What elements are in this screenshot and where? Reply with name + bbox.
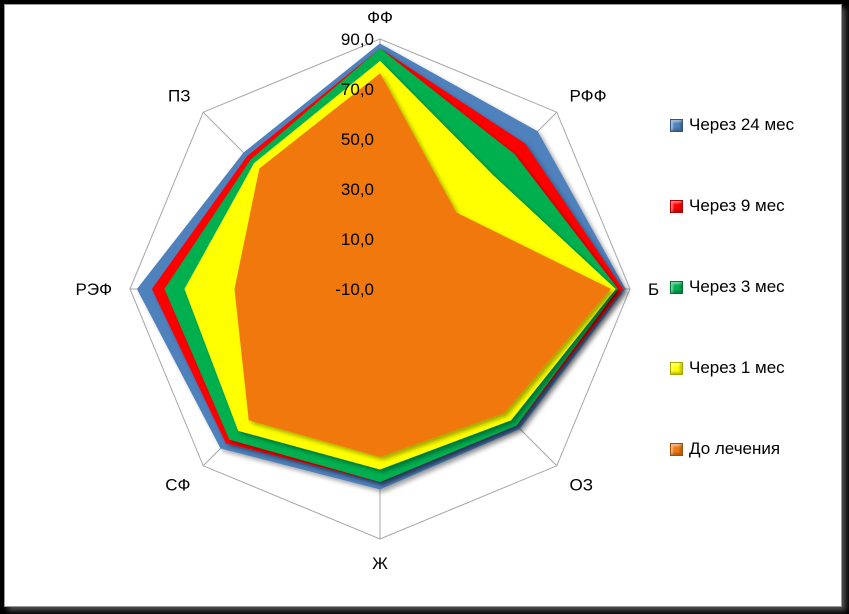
series-area-До-лечения: [234, 73, 611, 458]
legend-swatch: [670, 118, 683, 132]
axis-label: СФ: [165, 476, 190, 495]
axis-label: Б: [648, 280, 659, 299]
tick-label: 30,0: [341, 180, 374, 199]
axis-label: ФФ: [367, 8, 393, 27]
legend-label: Через 1 мес: [689, 358, 785, 377]
tick-label: 10,0: [341, 230, 374, 249]
chart-frame: 90,0 70,0 50,0 30,0 10,0 -10,0 ФФ РФФ Б ОЗ Ж СФ РЭФ…: [4, 4, 842, 607]
legend-swatch: [670, 442, 683, 456]
tick-label: -10,0: [335, 280, 374, 299]
radial-ticks: 90,0 70,0 50,0 30,0 10,0 -10,0: [335, 30, 374, 299]
legend-label: Через 9 мес: [689, 196, 785, 215]
axis-labels: ФФ РФФ Б ОЗ Ж СФ РЭФ ПЗ: [76, 8, 660, 573]
legend-swatch: [670, 361, 683, 375]
legend-label: До лечения: [689, 439, 781, 458]
axis-label: РФФ: [570, 86, 607, 105]
legend-item: Через 9 мес: [670, 196, 835, 216]
legend-label: Через 24 мес: [689, 115, 795, 134]
legend-item: Через 3 мес: [670, 277, 835, 297]
radar-chart: 90,0 70,0 50,0 30,0 10,0 -10,0 ФФ РФФ Б ОЗ Ж СФ РЭФ…: [76, 8, 660, 573]
radar-series: [136, 43, 626, 490]
axis-label: ПЗ: [168, 86, 191, 105]
tick-label: 70,0: [341, 80, 374, 99]
tick-label: 50,0: [341, 130, 374, 149]
legend-item: Через 1 мес: [670, 358, 835, 378]
axis-label: Ж: [372, 554, 388, 573]
axis-label: РЭФ: [76, 280, 112, 299]
legend: Через 24 мес Через 9 мес Через 3 мес Через …: [670, 115, 835, 520]
legend-item: До лечения: [670, 439, 835, 459]
legend-swatch: [670, 280, 683, 294]
legend-label: Через 3 мес: [689, 277, 785, 296]
legend-swatch: [670, 199, 683, 213]
tick-label: 90,0: [341, 30, 374, 49]
legend-item: Через 24 мес: [670, 115, 835, 135]
axis-label: ОЗ: [570, 476, 594, 495]
